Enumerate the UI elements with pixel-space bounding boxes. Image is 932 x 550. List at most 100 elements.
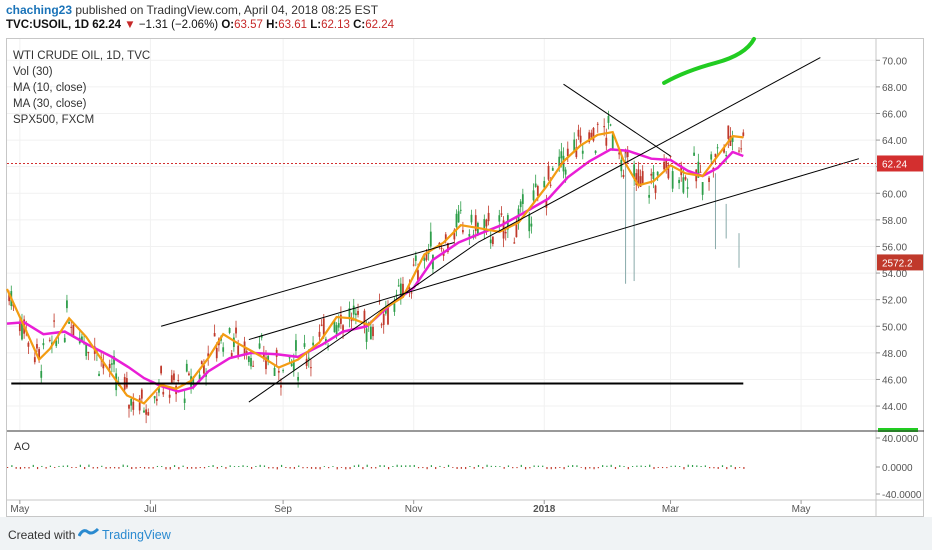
candle-body: [138, 398, 141, 411]
ao-bar: [7, 467, 9, 468]
candle-body: [18, 321, 21, 332]
ao-bar: [92, 467, 94, 469]
ao-bar: [118, 467, 120, 469]
author-name[interactable]: chaching23: [6, 3, 73, 17]
candle-body: [198, 374, 201, 380]
ao-bar: [182, 465, 184, 467]
candles: [8, 110, 745, 424]
candle-body: [573, 139, 576, 152]
candle-body: [592, 127, 595, 141]
candle-body: [288, 357, 291, 359]
candle-body: [102, 362, 105, 369]
ao-bar: [495, 465, 497, 467]
candle-body: [684, 177, 687, 180]
candle-body: [158, 387, 160, 393]
ao-bar: [546, 467, 548, 470]
chart-frame[interactable]: [6, 38, 924, 517]
candle-body: [545, 200, 548, 208]
ao-bar: [533, 465, 535, 467]
open-label: O:: [221, 19, 235, 31]
ao-bar: [524, 467, 527, 470]
candle-body: [654, 185, 657, 193]
legend-item[interactable]: MA (10, close): [13, 82, 87, 94]
ao-bar: [426, 467, 428, 470]
candle-body: [183, 398, 186, 403]
ao-bar: [507, 465, 510, 467]
ao-bar: [62, 465, 64, 467]
candle-body: [395, 294, 398, 296]
candle-body: [273, 367, 276, 376]
candle-body: [577, 129, 580, 137]
candle-body: [459, 209, 462, 211]
ao-bar: [554, 467, 557, 469]
candle-body: [504, 232, 507, 234]
candle-body: [312, 342, 314, 346]
candle-body: [560, 151, 563, 159]
candle-body: [357, 311, 359, 315]
legend-item[interactable]: WTI CRUDE OIL, 1D, TVC: [13, 50, 151, 62]
x-tick-label: Nov: [405, 504, 423, 515]
last-price-label: 62.24: [882, 159, 907, 170]
ao-bar: [623, 466, 625, 467]
candle-body: [440, 247, 443, 250]
ao-bar: [143, 467, 146, 469]
down-arrow-icon: ▼: [124, 19, 136, 31]
candle-body: [738, 150, 740, 152]
candle-body: [318, 331, 321, 337]
ao-bar: [726, 467, 728, 470]
ao-bar: [285, 467, 287, 469]
candle-body: [290, 363, 293, 367]
candle-body: [682, 177, 685, 193]
y-tick-label: 46.00: [882, 375, 907, 386]
x-tick-label: May: [10, 504, 29, 515]
candle-body: [710, 154, 713, 160]
candle-body: [297, 376, 299, 381]
candle-body: [42, 343, 45, 346]
y-tick-label: 48.00: [882, 349, 907, 360]
ao-bar: [679, 466, 681, 467]
ao-bar: [225, 467, 227, 469]
candle-body: [322, 318, 325, 335]
ao-bar: [443, 467, 445, 468]
ao-bar: [24, 467, 26, 469]
ao-bar: [229, 465, 231, 467]
candle-body: [611, 134, 614, 150]
candle-body: [697, 161, 700, 178]
ao-bar: [135, 467, 137, 469]
tradingview-brand[interactable]: TradingView: [102, 528, 171, 542]
legend-item[interactable]: SPX500, FXCM: [13, 114, 95, 126]
candle-body: [637, 169, 640, 185]
legend-item[interactable]: Vol (30): [13, 66, 53, 78]
candle-body: [650, 173, 653, 176]
ao-bar: [383, 465, 385, 467]
ohlc-line: TVC:USOIL, 1D 62.24 ▼ −1.31 (−2.06%) O:6…: [6, 19, 394, 31]
ao-bar: [606, 465, 608, 467]
candle-body: [250, 357, 252, 367]
candle-body: [382, 313, 385, 325]
legend-item[interactable]: MA (30, close): [13, 98, 87, 110]
candle-body: [130, 399, 133, 406]
ao-bar: [238, 466, 240, 467]
ao-bar: [743, 467, 745, 469]
ao-bar: [400, 465, 403, 467]
ao-bar: [640, 465, 642, 467]
candle-body: [85, 344, 88, 357]
candle-body: [38, 349, 41, 359]
y-tick-label: 56.00: [882, 242, 907, 253]
ao-bar: [139, 467, 141, 468]
spx-badge: [877, 254, 923, 271]
candle-body: [626, 150, 629, 158]
ao-bar: [683, 467, 685, 470]
candle-body: [641, 171, 644, 185]
ao-bar: [15, 467, 17, 469]
ao-bar: [435, 467, 437, 470]
ao-bar: [186, 467, 188, 469]
ao-bar: [246, 465, 248, 467]
ao-bar: [122, 464, 124, 467]
candle-body: [579, 135, 582, 143]
ao-bar: [460, 467, 462, 469]
ao-bar: [670, 465, 672, 467]
candle-body: [333, 321, 336, 333]
ao-bar: [520, 464, 522, 467]
